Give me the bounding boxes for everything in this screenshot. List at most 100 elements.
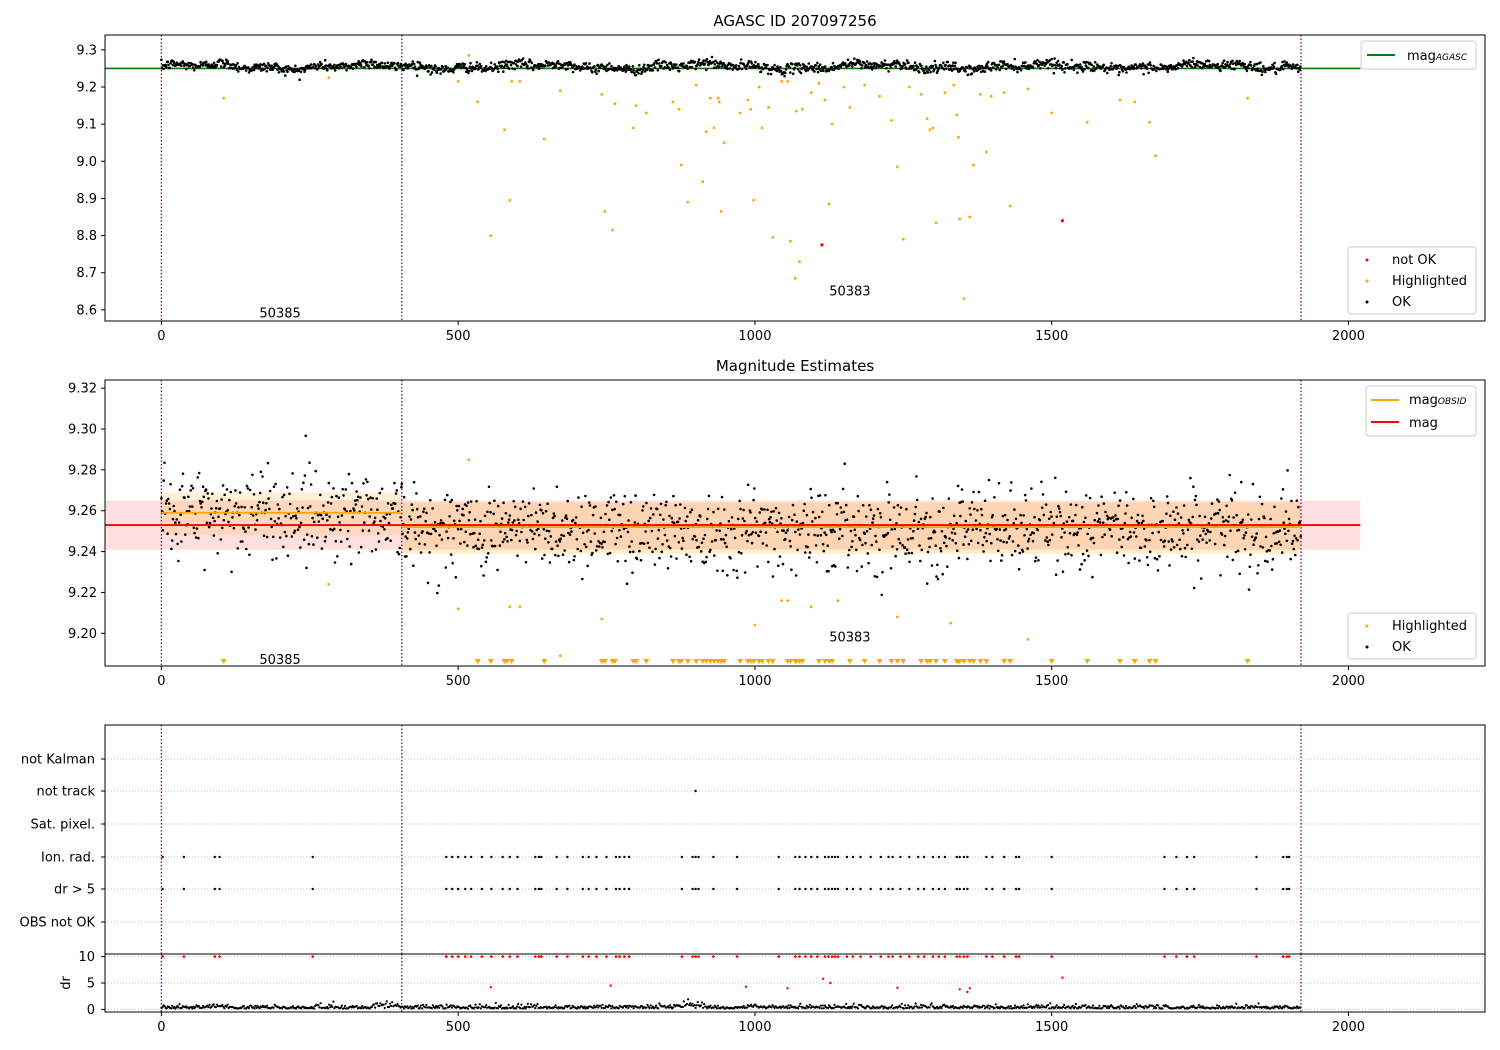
ok-point [1110,62,1113,65]
dr-clipped-point [1014,955,1018,958]
ok-point [450,498,454,502]
dr-ok-point [805,1004,808,1008]
ok-point [860,64,864,67]
ok-point [987,478,991,482]
x-tick-label: 1500 [1035,674,1068,689]
ok-point [328,515,331,518]
ok-point [164,63,167,67]
flag-point [859,855,862,859]
ok-point [634,494,637,497]
ok-point [243,506,246,509]
ok-point [432,68,436,71]
ok-point [1176,67,1180,70]
ok-point [398,546,402,550]
ok-point [870,63,873,66]
dr-clipped-point [991,955,994,958]
highlighted-point [901,237,905,241]
ok-point [616,560,620,563]
ok-point [754,60,757,64]
ok-point [1009,489,1012,492]
ok-point [386,536,389,540]
ok-point [1148,538,1151,542]
dr-ok-point [327,1007,330,1010]
ok-point [723,541,727,545]
highlighted-point [1133,100,1137,104]
below-range-marker [970,659,977,664]
ok-point [895,548,899,551]
ok-point [903,546,907,549]
ok-point [423,543,427,546]
ok-point [662,518,665,521]
ok-point [1056,559,1059,562]
ok-point [897,537,900,541]
dr-ok-point [1090,1006,1094,1009]
ok-point [165,499,169,503]
ok-point [901,544,904,547]
ok-point [1169,548,1173,551]
ok-point [552,62,556,66]
ok-point [1293,534,1296,538]
highlighted-point [979,93,982,96]
ok-point [923,71,927,75]
highlighted-point [836,599,840,602]
ok-point [256,504,260,507]
ok-point [640,70,644,74]
ok-point [976,509,979,512]
ok-point [412,62,416,66]
ok-point [236,62,239,65]
ok-point [284,74,287,77]
ok-point [601,546,604,549]
confidence-band [401,502,1302,554]
flag-point [735,887,739,891]
ok-point [479,65,483,68]
ok-point [600,542,603,545]
ok-point [942,68,946,71]
ok-point [679,503,682,506]
ok-point [1250,518,1253,521]
y-tick-label: 0 [87,1003,95,1018]
ok-point [814,64,818,67]
ok-point [526,541,529,544]
ok-point [777,564,780,567]
ok-point [831,61,835,65]
ok-point [340,66,343,70]
flag-point [464,887,467,891]
ok-point [846,58,850,62]
below-range-marker [933,659,939,664]
below-range-marker [693,659,700,664]
ok-point [746,483,750,487]
ok-point [473,518,477,521]
ok-point [356,498,359,502]
ok-point [370,549,374,553]
ok-point [766,72,770,76]
ok-point [736,517,740,521]
dr-ok-point [1152,1007,1155,1010]
ok-point [997,63,1001,67]
ok-point [242,67,245,70]
ok-point [1238,572,1241,576]
ok-point [645,501,648,505]
ok-point [1175,506,1178,509]
below-range-marker [1152,659,1159,664]
dr-ok-point [702,1006,705,1009]
dr-ok-point [691,1002,694,1005]
ok-point [390,503,393,507]
ok-point [851,65,854,68]
ok-point [302,481,305,485]
dr-ok-point [494,1001,497,1005]
ok-point [300,488,304,491]
flag-point [922,887,926,891]
ok-point [192,66,195,69]
highlighted-point [749,107,753,111]
dr-clipped-point [614,955,618,958]
ok-point [461,507,465,511]
ok-point [415,74,419,77]
ok-point [1056,59,1060,63]
ok-point [1182,59,1185,62]
ok-point [1003,513,1007,517]
ok-point [259,63,262,66]
ok-point [845,518,849,521]
dr-ok-point [1097,1006,1100,1010]
ok-point [931,64,935,68]
dr-ok-point [1147,1005,1150,1009]
